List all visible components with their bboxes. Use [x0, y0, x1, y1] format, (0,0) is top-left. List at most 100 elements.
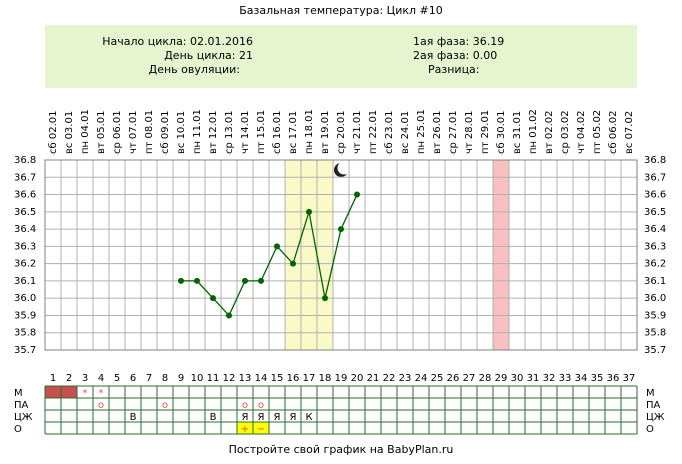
date-label: пн 18.01 — [304, 109, 315, 154]
info-text: День цикла: 21 — [164, 49, 253, 62]
row-cell-fill — [45, 386, 61, 398]
date-label: ср 27.01 — [448, 110, 459, 154]
date-label: пт 15.01 — [256, 110, 267, 154]
info-text: 2ая фаза: 0.00 — [413, 49, 497, 62]
date-label: вс 31.01 — [512, 111, 523, 154]
row-cell-fill — [253, 422, 269, 434]
y-tick-label-right: 35.9 — [644, 310, 666, 321]
temperature-point — [242, 277, 248, 284]
date-label: сб 16.01 — [272, 111, 283, 154]
date-label: чт 14.01 — [240, 110, 251, 154]
date-label: сб 09.01 — [160, 111, 171, 154]
y-tick-label-right: 36.6 — [644, 190, 666, 201]
temperature-point — [322, 295, 328, 302]
day-number: 9 — [178, 373, 184, 384]
row-label: ЦЖ — [14, 412, 33, 423]
date-label: пн 04.01 — [80, 109, 91, 154]
info-text: День овуляции: — [149, 63, 240, 76]
day-number: 14 — [255, 373, 268, 384]
day-number: 4 — [98, 373, 104, 384]
date-label: ср 03.02 — [560, 110, 571, 154]
date-label: вс 10.01 — [176, 111, 187, 154]
day-number: 17 — [303, 373, 316, 384]
day-number: 11 — [207, 373, 220, 384]
temperature-point — [274, 243, 280, 250]
date-label: пн 01.02 — [528, 109, 539, 154]
day-number: 12 — [223, 373, 236, 384]
date-label: чт 04.02 — [576, 110, 587, 154]
date-label: вт 26.01 — [432, 110, 443, 154]
info-text: Разница: — [428, 63, 480, 76]
y-tick-label: 36.6 — [14, 190, 36, 201]
day-number: 20 — [351, 373, 364, 384]
row-cell-text: В — [210, 412, 217, 423]
date-label: чт 07.01 — [128, 110, 139, 154]
info-text: Начало цикла: 02.01.2016 — [102, 35, 253, 48]
day-number: 27 — [463, 373, 476, 384]
row-label-right: О — [646, 424, 654, 435]
y-tick-label: 36.1 — [14, 276, 36, 287]
date-label: пн 25.01 — [416, 109, 427, 154]
row-cell-text: + — [241, 424, 249, 435]
day-number: 21 — [367, 373, 380, 384]
y-tick-label-right: 35.8 — [644, 328, 666, 339]
day-number: 13 — [239, 373, 252, 384]
day-number: 26 — [447, 373, 460, 384]
day-number: 29 — [495, 373, 508, 384]
date-label: сб 06.02 — [608, 111, 619, 154]
date-label: сб 30.01 — [496, 111, 507, 154]
y-tick-label-right: 36.1 — [644, 276, 666, 287]
row-cell-text: − — [257, 424, 265, 435]
row-cell-text: Я — [274, 412, 281, 423]
y-tick-label: 36.2 — [14, 259, 36, 270]
row-cell-text: В — [130, 412, 137, 423]
row-cell-text: * — [99, 388, 104, 399]
moon-icon — [334, 161, 351, 177]
day-number: 7 — [146, 373, 152, 384]
y-tick-label: 36.5 — [14, 207, 36, 218]
row-cell-text: о — [162, 400, 168, 411]
row-cell-text: Я — [258, 412, 265, 423]
row-label-right: М — [646, 388, 655, 399]
highlight-band — [493, 160, 509, 350]
row-cell-fill — [61, 386, 77, 398]
date-label: сб 02.01 — [48, 111, 59, 154]
date-label: вт 02.02 — [544, 110, 555, 154]
y-tick-label-right: 36.2 — [644, 259, 666, 270]
y-tick-label: 36.4 — [14, 224, 36, 235]
y-tick-label: 35.7 — [14, 345, 36, 356]
day-number: 19 — [335, 373, 348, 384]
day-number: 15 — [271, 373, 284, 384]
row-label-right: ЦЖ — [646, 412, 665, 423]
day-number: 8 — [162, 373, 168, 384]
row-cell-text: о — [98, 400, 104, 411]
date-label: вс 24.01 — [400, 111, 411, 154]
row-cell-text: К — [305, 412, 312, 423]
row-cell-fill — [237, 422, 253, 434]
temperature-point — [306, 208, 312, 215]
day-number: 36 — [607, 373, 620, 384]
day-number: 35 — [591, 373, 604, 384]
day-number: 28 — [479, 373, 492, 384]
date-label: пн 11.01 — [192, 109, 203, 154]
footer: Постройте свой график на BabyPlan.ru — [229, 443, 454, 456]
date-label: пт 05.02 — [592, 110, 603, 154]
date-label: сб 23.01 — [384, 111, 395, 154]
day-number: 33 — [559, 373, 572, 384]
date-label: чт 21.01 — [352, 110, 363, 154]
info-text: 1ая фаза: 36.19 — [413, 35, 504, 48]
temperature-point — [258, 277, 264, 284]
y-tick-label-right: 36.7 — [644, 172, 666, 183]
date-label: вт 12.01 — [208, 110, 219, 154]
day-number: 34 — [575, 373, 588, 384]
y-tick-label: 36.8 — [14, 155, 36, 166]
temperature-line — [181, 194, 358, 317]
highlight-band — [285, 160, 333, 350]
day-number: 10 — [191, 373, 204, 384]
temperature-point — [354, 191, 360, 198]
date-label: ср 06.01 — [112, 110, 123, 154]
temperature-point — [194, 277, 200, 284]
date-label: вт 19.01 — [320, 110, 331, 154]
day-number: 32 — [543, 373, 556, 384]
